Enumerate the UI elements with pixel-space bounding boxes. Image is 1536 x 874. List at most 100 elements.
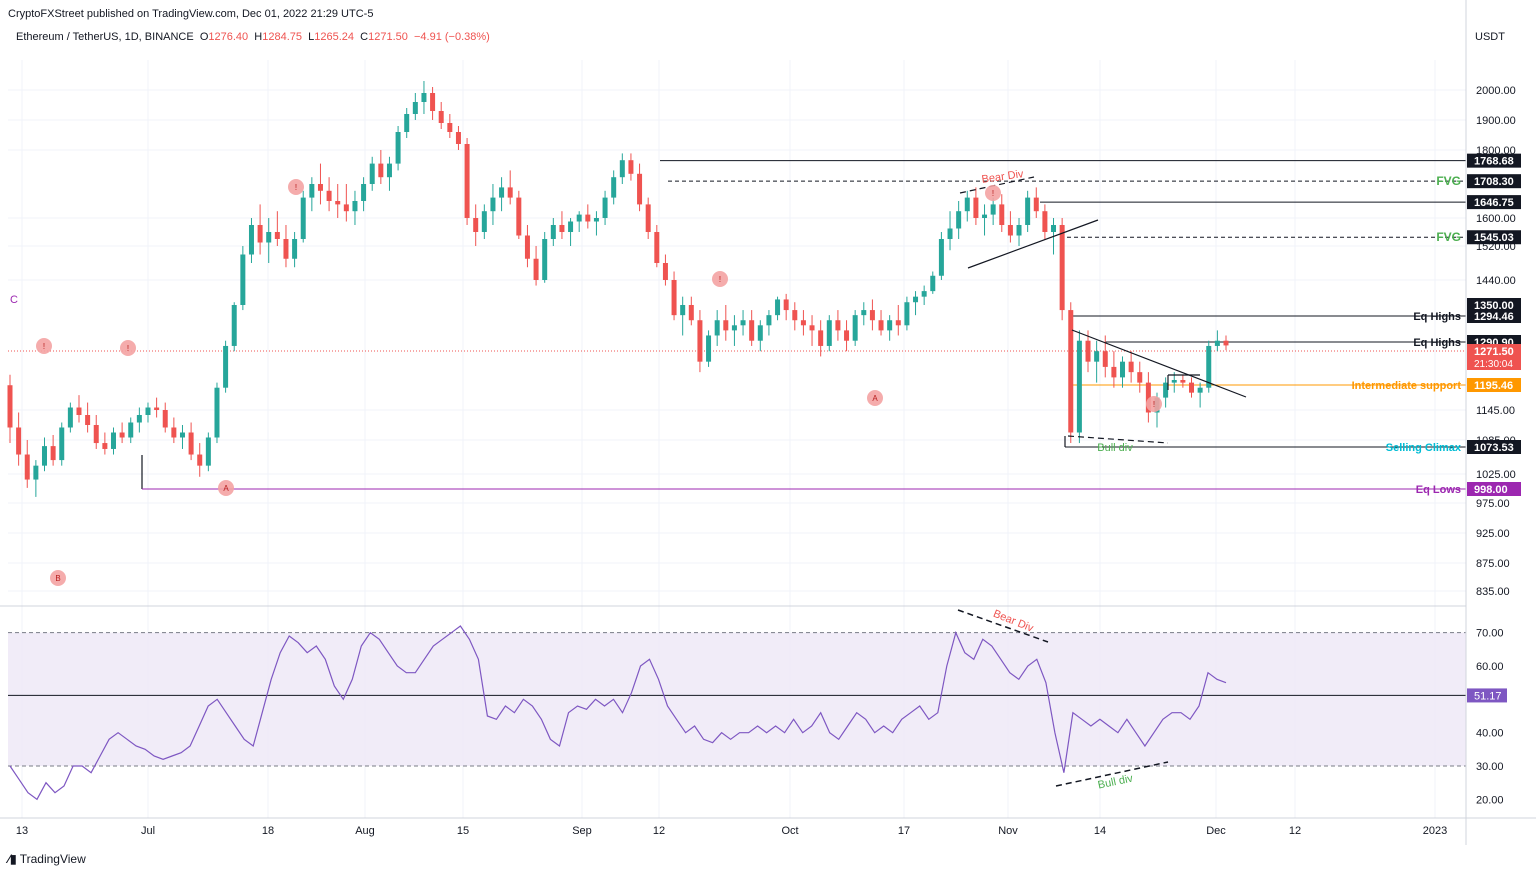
price-badge <box>1467 309 1521 323</box>
candle-body <box>1059 225 1065 311</box>
rsi-tick-label: 70.00 <box>1476 628 1504 640</box>
rsi-badge-label: 51.17 <box>1474 690 1502 702</box>
candle-body <box>41 446 47 466</box>
candle-body <box>300 197 306 239</box>
candle-body <box>792 310 798 321</box>
candle-body <box>697 320 703 362</box>
candle-body <box>1051 225 1057 232</box>
price-tick-label: 1440.00 <box>1476 275 1516 287</box>
price-badge <box>1467 298 1521 312</box>
candle-body <box>93 425 99 444</box>
candle-body <box>1068 310 1074 433</box>
signal-marker-text: B <box>55 574 60 583</box>
publisher-line: CryptoFXStreet published on TradingView.… <box>8 8 374 20</box>
candle-body <box>766 315 772 326</box>
candle-body <box>1171 380 1177 383</box>
rsi-tick-label: 20.00 <box>1476 794 1504 806</box>
candle-body <box>800 320 806 326</box>
candle-body <box>714 320 720 336</box>
price-badge-label: 1195.46 <box>1474 380 1513 392</box>
annotation-text: C <box>10 294 18 306</box>
candle-body <box>861 310 867 316</box>
signal-marker <box>712 271 728 287</box>
candle-body <box>835 320 841 331</box>
candle-body <box>490 197 496 212</box>
candle-body <box>274 232 280 239</box>
candle-body <box>576 214 582 222</box>
signal-marker-text: ! <box>295 183 297 192</box>
candle-body <box>938 239 944 276</box>
candle-body <box>1180 380 1186 383</box>
candle-body <box>197 454 203 466</box>
candle-body <box>964 197 970 212</box>
price-tick-label: 2000.00 <box>1476 85 1516 97</box>
signal-marker <box>36 338 52 354</box>
trend-line <box>967 219 1099 269</box>
price-tick-label: 835.00 <box>1476 586 1510 598</box>
trend-line <box>959 176 1035 194</box>
candle-body <box>499 187 505 198</box>
candle-body <box>464 144 470 218</box>
candle-body <box>1137 372 1143 383</box>
candle-body <box>1033 197 1039 212</box>
candle-body <box>119 432 125 438</box>
signal-marker <box>120 340 136 356</box>
candle-body <box>809 325 815 331</box>
signal-marker-text: ! <box>43 342 45 351</box>
price-badge-label: 998.00 <box>1474 484 1508 496</box>
close-value: 1271.50 <box>368 31 408 43</box>
candle-body <box>706 335 712 362</box>
candle-body <box>775 299 781 316</box>
candle-body <box>455 132 461 144</box>
candle-body <box>887 320 893 331</box>
candle-body <box>128 422 134 438</box>
signal-marker <box>50 570 66 586</box>
candle-body <box>723 320 729 331</box>
candle-body <box>662 263 668 280</box>
candle-body <box>136 415 142 423</box>
candle-body <box>990 204 996 215</box>
candle-body <box>999 204 1005 225</box>
time-tick-label: 13 <box>16 825 28 837</box>
candle-body <box>145 407 151 415</box>
candle-body <box>913 296 919 303</box>
candle-body <box>378 163 384 178</box>
candle-body <box>1007 225 1013 236</box>
candle-body <box>818 330 824 346</box>
tradingview-brand[interactable]: ⁄▮ TradingView <box>8 852 86 866</box>
candle-body <box>559 225 565 232</box>
annotation-text: Bull div <box>1097 442 1133 454</box>
candle-body <box>1025 197 1031 225</box>
price-tick-label: 1600.00 <box>1476 213 1516 225</box>
candle-body <box>240 254 246 305</box>
signal-marker <box>218 480 234 496</box>
level-label: Intermediate support <box>1352 380 1462 392</box>
time-tick-label: 15 <box>457 825 469 837</box>
candle-body <box>162 410 168 428</box>
price-tick-label: 1900.00 <box>1476 115 1516 127</box>
candle-body <box>688 305 694 321</box>
candle-body <box>404 114 410 132</box>
candle-body <box>67 407 73 428</box>
candle-body <box>110 432 116 449</box>
price-tick-label: 925.00 <box>1476 528 1510 540</box>
signal-marker-text: A <box>223 484 229 493</box>
open-value: 1276.40 <box>208 31 249 43</box>
candle-body <box>611 177 617 198</box>
candle-body <box>231 305 237 346</box>
candle-body <box>826 320 832 346</box>
time-tick-label: 12 <box>1289 825 1301 837</box>
rsi-bull-div-label: Bull div <box>1097 772 1135 791</box>
candle-body <box>369 163 375 184</box>
price-tick-label: 1025.00 <box>1476 469 1516 481</box>
candle-body <box>947 228 953 239</box>
candle-body <box>395 132 401 164</box>
candle-body <box>550 225 556 239</box>
candle-body <box>1189 382 1195 393</box>
candle-body <box>430 93 436 111</box>
time-tick-label: 12 <box>653 825 665 837</box>
price-tick-label: 975.00 <box>1476 498 1510 510</box>
time-tick-label: Jul <box>141 825 155 837</box>
